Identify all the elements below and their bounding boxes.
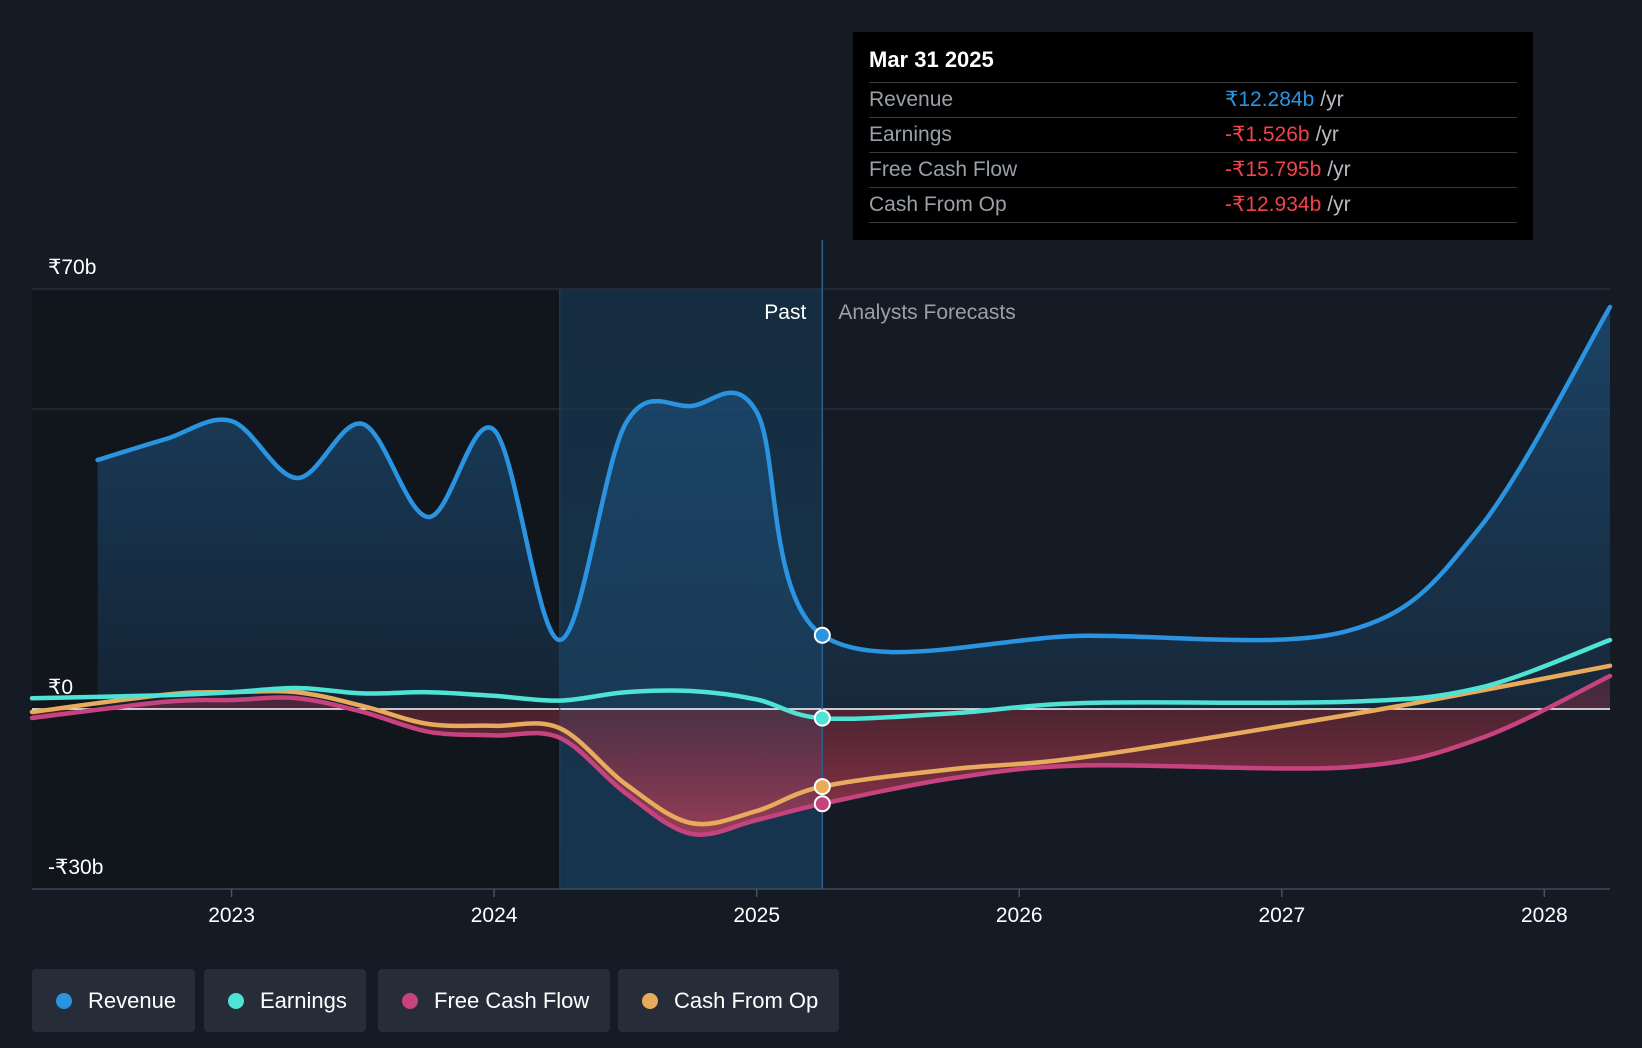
legend-item-revenue[interactable]: Revenue [32,969,195,1032]
series-line-earnings [29,637,1613,722]
series-line-free-cash-flow [29,673,1613,837]
legend-label: Earnings [260,988,347,1013]
tooltip-row-cash-from-op: Cash From Op -₹12.934b/yr [869,187,1517,223]
tooltip-value: -₹1.526b [1225,123,1310,146]
x-tick-label: 2024 [471,904,518,927]
legend-item-cash-from-op[interactable]: Cash From Op [618,969,839,1032]
y-tick-label: -₹30b [48,856,103,879]
tooltip-value: ₹12.284b [1225,88,1315,111]
tooltip: Mar 31 2025 Revenue ₹12.284b/yr Earnings… [853,32,1533,240]
legend-dot-icon [228,993,244,1009]
series-line-cash-from-op [29,663,1613,827]
legend-label: Revenue [88,988,177,1013]
chart-area: Past Analysts Forecasts ₹70b ₹0 -₹30b 2023… [29,240,1613,927]
legend-item-earnings[interactable]: Earnings [204,969,366,1032]
tooltip-row-revenue: Revenue ₹12.284b/yr [869,82,1517,117]
series-line-revenue [95,304,1613,655]
tooltip-date: Mar 31 2025 [869,47,994,72]
marker-earnings [813,709,831,727]
marker-cash-from-op [813,778,831,796]
legend-dot-icon [402,993,418,1009]
grid-lines [32,288,1610,890]
x-tick-label: 2025 [733,904,780,927]
revenue-area [97,307,1611,709]
tooltip-label: Revenue [869,88,954,111]
tooltip-value-wrap: -₹1.526b/yr [1225,118,1339,152]
tooltip-unit: /yr [1315,123,1339,146]
past-label: Past [764,301,806,324]
tooltip-label: Earnings [869,123,952,146]
tooltip-label: Cash From Op [869,193,1007,216]
tooltip-unit: /yr [1327,193,1351,216]
tooltip-row-free-cash-flow: Free Cash Flow -₹15.795b/yr [869,152,1517,187]
y-tick-label: ₹0 [48,676,73,699]
tooltip-value-wrap: -₹12.934b/yr [1225,188,1351,222]
tooltip-value: -₹15.795b [1225,158,1322,181]
legend-dot-icon [642,993,658,1009]
tooltip-label: Free Cash Flow [869,158,1018,181]
tooltip-value-wrap: ₹12.284b/yr [1225,83,1344,117]
negative-area [32,676,1610,835]
series-lines [29,304,1613,837]
x-tick-label: 2023 [208,904,255,927]
legend-label: Free Cash Flow [434,988,590,1013]
marker-revenue [813,626,831,644]
legend-label: Cash From Op [674,988,819,1013]
forecast-label: Analysts Forecasts [838,301,1015,324]
tooltip-value: -₹12.934b [1225,193,1322,216]
y-axis: ₹70b ₹0 -₹30b [48,256,103,879]
y-tick-label: ₹70b [48,256,96,279]
x-axis: 2023 2024 2025 2026 2027 2028 [208,889,1568,927]
tooltip-row-earnings: Earnings -₹1.526b/yr [869,117,1517,152]
series-markers [813,626,831,813]
x-tick-label: 2026 [996,904,1043,927]
x-tick-label: 2028 [1521,904,1568,927]
x-tick-label: 2027 [1258,904,1305,927]
legend-item-free-cash-flow[interactable]: Free Cash Flow [378,969,610,1032]
tooltip-value-wrap: -₹15.795b/yr [1225,153,1351,187]
marker-free-cash-flow [813,795,831,813]
tooltip-unit: /yr [1327,158,1351,181]
legend-dot-icon [56,993,72,1009]
tooltip-unit: /yr [1320,88,1344,111]
